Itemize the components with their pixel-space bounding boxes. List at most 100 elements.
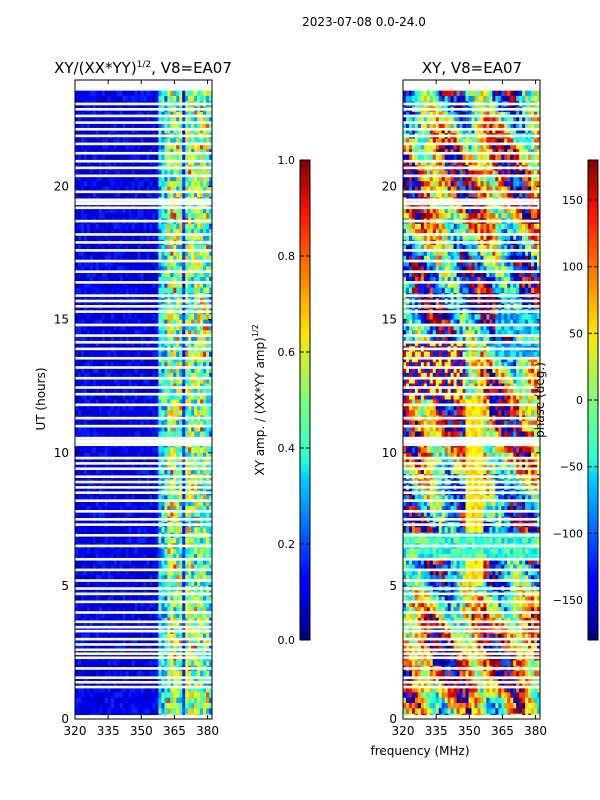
amp-cell (182, 271, 186, 278)
amp-cell (176, 607, 180, 614)
amp-cell (167, 404, 171, 411)
amp-cell (200, 122, 204, 129)
amp-cell (146, 319, 150, 326)
amp-cell (197, 213, 201, 219)
amp-cell (95, 245, 100, 251)
amp-cell (179, 607, 183, 614)
amp-cell (122, 580, 127, 587)
amp-cell (104, 404, 109, 411)
amp-cell (98, 277, 103, 283)
amp-cell (125, 287, 130, 294)
amp-cell (209, 548, 213, 555)
amp-cell (143, 506, 147, 512)
amp-cell (77, 356, 82, 363)
amp-cell (209, 181, 213, 188)
amp-cell (77, 575, 82, 582)
amp-cell (137, 580, 142, 587)
amp-cell (80, 553, 85, 560)
amp-cell (179, 447, 183, 454)
amp-cell (128, 500, 133, 507)
amp-cell (206, 495, 210, 502)
amp-cell (197, 431, 201, 438)
amp-cell (164, 378, 168, 385)
amp-cell (134, 559, 139, 566)
amp-cell (128, 95, 133, 102)
amp-cell (179, 122, 183, 129)
amp-cell (122, 154, 127, 161)
amp-cell (140, 330, 144, 337)
amp-cell (101, 250, 106, 257)
amp-cell (104, 255, 109, 262)
amp-cell (125, 388, 130, 395)
amp-cell (167, 255, 171, 262)
amp-cell (107, 553, 112, 560)
amp-cell (209, 223, 213, 230)
amp-cell (110, 378, 115, 385)
amp-cell (110, 255, 115, 262)
amp-cell (75, 367, 79, 374)
amp-cell (203, 351, 207, 358)
amp-cell (101, 431, 106, 438)
amp-cell (125, 95, 130, 102)
amp-cell (110, 559, 115, 566)
amp-cell (191, 367, 195, 374)
amp-cell (128, 372, 133, 379)
amp-cell (149, 127, 153, 134)
amp-cell (113, 394, 118, 401)
amp-cell (122, 324, 127, 331)
amp-cell (149, 580, 153, 587)
amp-cell (146, 431, 150, 438)
amp-cell (134, 378, 139, 385)
amp-cell (104, 452, 109, 459)
amp-cell (197, 399, 201, 406)
amp-cell (143, 404, 147, 411)
amp-cell (134, 426, 139, 432)
amp-cell (75, 458, 79, 464)
amp-cell (167, 463, 171, 470)
amp-cell (98, 468, 103, 475)
amp-cell (125, 170, 130, 177)
amp-cell (92, 330, 97, 337)
amp-cell (188, 277, 192, 283)
amp-cell (209, 351, 213, 358)
amp-cell (179, 537, 183, 544)
amp-cell (149, 277, 153, 283)
amp-cell (191, 564, 195, 571)
amp-cell (110, 452, 115, 459)
amp-cell (119, 95, 124, 102)
amp-cell (101, 351, 106, 358)
amp-cell (128, 564, 133, 571)
amp-cell (116, 399, 121, 406)
amp-cell (185, 569, 189, 576)
amp-cell (158, 255, 162, 262)
amp-cell (113, 271, 118, 278)
amp-cell (110, 95, 115, 102)
amp-cell (104, 575, 109, 582)
amp-cell (161, 426, 165, 432)
amp-cell (75, 420, 79, 427)
amp-cell (89, 527, 94, 534)
amp-cell (122, 596, 127, 603)
amp-cell (131, 452, 136, 459)
amp-cell (122, 191, 127, 198)
amp-cell (89, 213, 94, 219)
amp-cell (92, 266, 97, 273)
amp-cell (191, 95, 195, 102)
amp-cell (104, 378, 109, 385)
amp-cell (176, 340, 180, 347)
amp-cell (143, 537, 147, 544)
amp-cell (146, 181, 150, 188)
amp-cell (140, 388, 144, 395)
amp-cell (143, 191, 147, 198)
amp-cell (158, 117, 162, 124)
amp-cell (176, 639, 180, 645)
amp-cell (200, 159, 204, 166)
amp-cell (107, 394, 112, 401)
amp-cell (92, 181, 97, 188)
amp-cell (170, 356, 174, 363)
amp-cell (182, 495, 186, 502)
amp-cell (107, 127, 112, 134)
amp-cell (134, 362, 139, 369)
amp-cell (77, 351, 82, 358)
amp-cell (89, 575, 94, 582)
